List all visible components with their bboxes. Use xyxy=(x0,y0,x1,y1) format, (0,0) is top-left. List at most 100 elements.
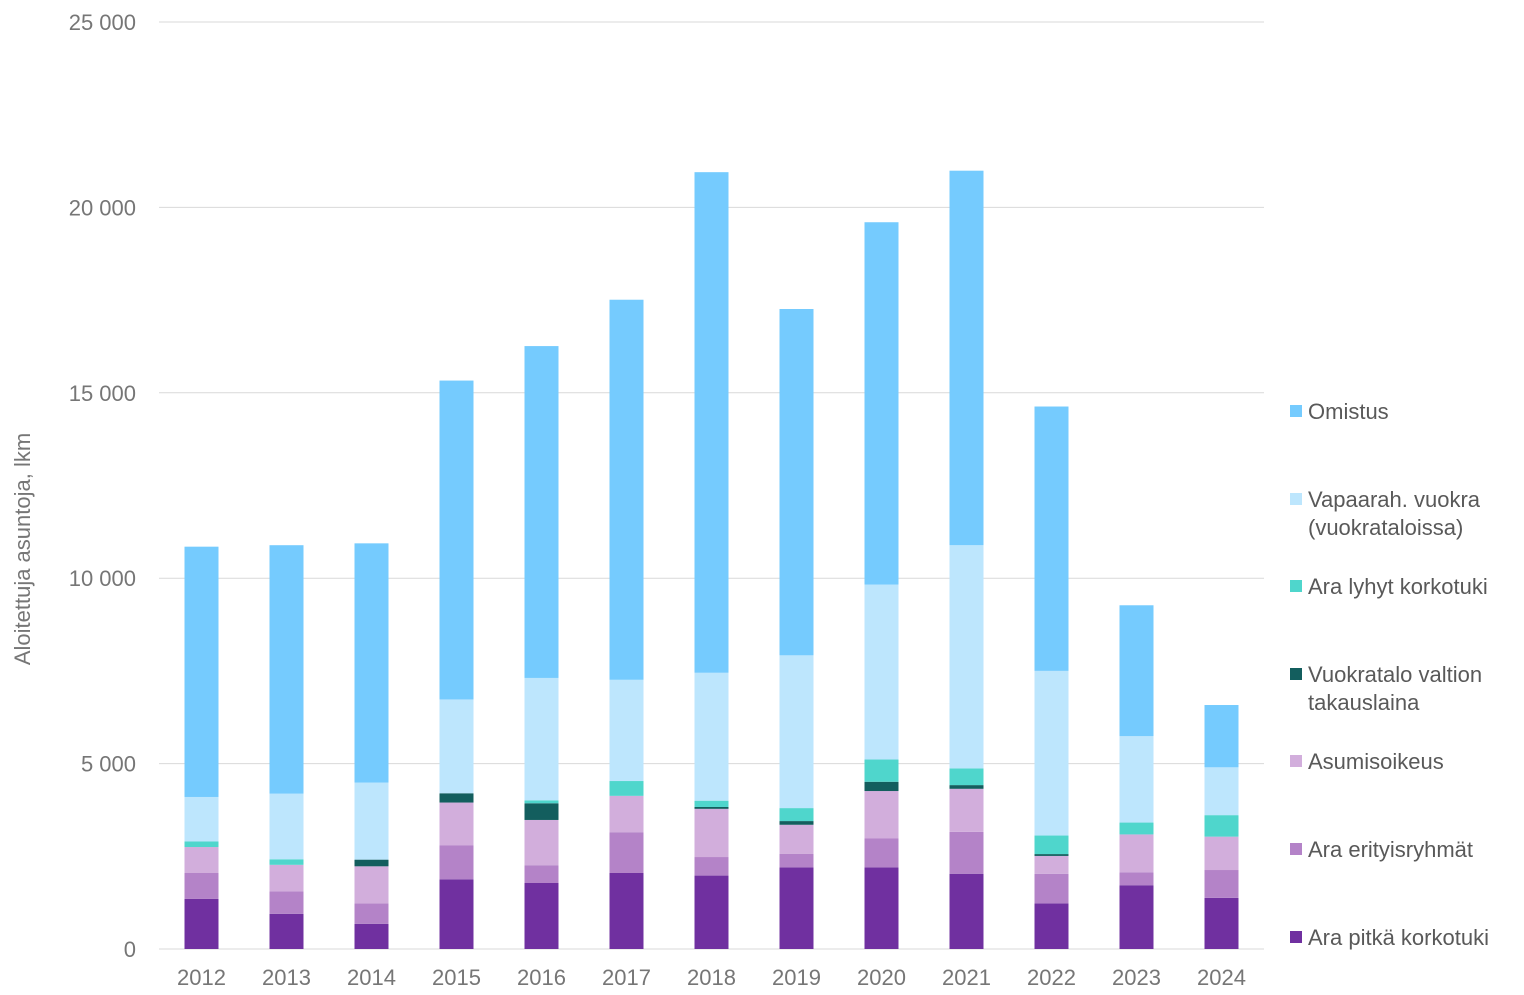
legend-label: Ara lyhyt korkotuki xyxy=(1308,574,1488,599)
bar-segment xyxy=(694,806,729,809)
bar-segment xyxy=(184,872,219,899)
y-axis-label: Aloitettuja asuntoja, lkm xyxy=(10,433,35,665)
bar-segment xyxy=(524,865,559,883)
y-axis-ticks: 0 5 000 10 000 15 000 20 000 25 000 xyxy=(69,10,136,962)
bar-segment xyxy=(184,847,219,873)
bar-segment xyxy=(1119,872,1154,886)
bar-segment xyxy=(864,759,899,782)
legend-swatch xyxy=(1290,668,1302,680)
legend-swatch xyxy=(1290,843,1302,855)
bar-segment xyxy=(1204,705,1239,768)
bar-segment xyxy=(524,346,559,678)
bar-segment xyxy=(184,898,219,949)
bar-segment xyxy=(354,859,389,867)
x-tick-label: 2018 xyxy=(687,965,736,990)
legend-swatch xyxy=(1290,405,1302,417)
bar-segment xyxy=(609,299,644,680)
x-tick-label: 2020 xyxy=(857,965,906,990)
x-tick-label: 2016 xyxy=(517,965,566,990)
bar-segment xyxy=(354,543,389,783)
y-tick-label: 0 xyxy=(124,937,136,962)
bar-segment xyxy=(864,584,899,760)
y-tick-label: 15 000 xyxy=(69,381,136,406)
bar-segment xyxy=(864,838,899,868)
bar-segment xyxy=(949,873,984,949)
bar-segment xyxy=(779,655,814,809)
bar-segment xyxy=(694,808,729,858)
bar-segment xyxy=(354,903,389,924)
bar-segment xyxy=(184,796,219,842)
bar-segment xyxy=(184,546,219,797)
bar-segment xyxy=(779,821,814,825)
bar-segment xyxy=(779,308,814,656)
bars xyxy=(184,170,1239,949)
bar-segment xyxy=(1034,854,1069,856)
x-tick-label: 2012 xyxy=(177,965,226,990)
legend-label: Omistus xyxy=(1308,399,1389,424)
bar-segment xyxy=(949,768,984,786)
x-tick-label: 2023 xyxy=(1112,965,1161,990)
legend-swatch xyxy=(1290,931,1302,943)
bar-segment xyxy=(694,172,729,673)
bar-segment xyxy=(354,923,389,949)
x-tick-label: 2021 xyxy=(942,965,991,990)
legend-swatch xyxy=(1290,493,1302,505)
legend: Omistus Vapaarah. vuokra (vuokrataloissa) A… xyxy=(1290,399,1489,950)
bar-segment xyxy=(949,785,984,789)
bar-segment xyxy=(1034,406,1069,671)
x-tick-label: 2022 xyxy=(1027,965,1076,990)
bar-segment xyxy=(864,222,899,585)
bar-segment xyxy=(949,788,984,832)
bar-segment xyxy=(1204,767,1239,816)
bar-segment xyxy=(864,781,899,792)
bar-segment xyxy=(1034,903,1069,949)
x-axis-ticks: 2012 2013 2014 2015 2016 2017 2018 2019 2020 2021… xyxy=(177,965,1246,990)
bar-segment xyxy=(1119,834,1154,873)
bar-segment xyxy=(269,793,304,860)
bar-segment xyxy=(1204,897,1239,949)
bar-segment xyxy=(524,882,559,949)
bar-segment xyxy=(1119,605,1154,737)
bar-segment xyxy=(949,545,984,769)
bar-segment xyxy=(694,875,729,949)
bar-segment xyxy=(1119,822,1154,835)
y-tick-label: 25 000 xyxy=(69,10,136,35)
bar-segment xyxy=(269,913,304,949)
bar-segment xyxy=(1204,870,1239,898)
x-tick-label: 2017 xyxy=(602,965,651,990)
bar-segment xyxy=(609,832,644,873)
bar-segment xyxy=(694,672,729,801)
y-tick-label: 10 000 xyxy=(69,566,136,591)
bar-segment xyxy=(1034,873,1069,904)
bar-segment xyxy=(439,879,474,949)
legend-swatch xyxy=(1290,755,1302,767)
bar-segment xyxy=(609,781,644,796)
legend-label: Asumisoikeus xyxy=(1308,749,1444,774)
bar-segment xyxy=(949,831,984,874)
bar-segment xyxy=(524,800,559,804)
bar-segment xyxy=(439,845,474,880)
bar-segment xyxy=(184,841,219,848)
bar-segment xyxy=(779,867,814,949)
legend-label: Ara pitkä korkotuki xyxy=(1308,925,1489,950)
legend-label: Vapaarah. vuokra (vuokrataloissa) xyxy=(1308,487,1481,540)
bar-segment xyxy=(694,857,729,876)
x-tick-label: 2019 xyxy=(772,965,821,990)
bar-segment xyxy=(1119,885,1154,949)
bar-segment xyxy=(524,803,559,820)
y-tick-label: 20 000 xyxy=(69,195,136,220)
bar-segment xyxy=(864,791,899,839)
bar-segment xyxy=(609,679,644,782)
bar-segment xyxy=(354,866,389,904)
bar-segment xyxy=(779,808,814,822)
bar-segment xyxy=(694,800,729,807)
bar-segment xyxy=(439,699,474,794)
bar-segment xyxy=(439,380,474,700)
bar-segment xyxy=(949,170,984,546)
bar-segment xyxy=(1034,670,1069,836)
bar-segment xyxy=(524,819,559,866)
x-tick-label: 2015 xyxy=(432,965,481,990)
bar-segment xyxy=(1119,736,1154,823)
bar-segment xyxy=(1204,815,1239,837)
